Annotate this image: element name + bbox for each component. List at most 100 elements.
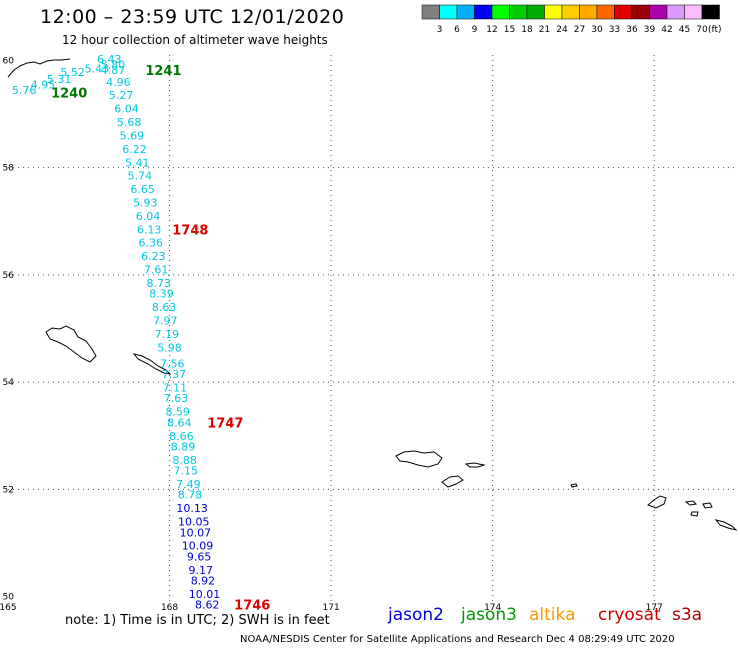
pass-time-labels: 1241 1240 1748 1747 1746: [51, 64, 270, 614]
swh-value: 8.73: [147, 277, 172, 290]
swh-value: 7.56: [160, 357, 185, 370]
map-subtitle: 12 hour collection of altimeter wave hei…: [62, 33, 328, 47]
legend-swatch: [701, 4, 720, 20]
lon-tick-label: 177: [646, 603, 663, 613]
swh-value: 4.87: [101, 64, 126, 77]
swh-value: 7.49: [176, 478, 201, 491]
swh-value: 9.17: [189, 564, 214, 577]
swh-value: 7.11: [163, 381, 188, 394]
legend-label: 6: [454, 25, 460, 35]
island-coastline: [132, 353, 172, 375]
satellite-jason2-label: jason2: [388, 605, 444, 625]
pass-time-label: 1746: [234, 599, 270, 614]
swh-value: 7.15: [173, 465, 198, 478]
pass-time-label: 1240: [51, 87, 87, 102]
swh-value: 6.22: [122, 143, 147, 156]
island-coastline: [441, 475, 464, 488]
swh-value: 8.66: [169, 430, 194, 443]
island-coastline: [714, 519, 738, 531]
wave-height-color-legend: 3 6 9 12 15 18 21 24 27 30 33 36 39 42 45 70 (ft): [421, 4, 722, 35]
swh-value: 8.88: [172, 454, 197, 467]
swh-value: 10.07: [180, 526, 212, 539]
island-coastline: [45, 325, 97, 363]
lon-tick-label: 171: [323, 603, 340, 613]
island-coastline: [464, 462, 486, 468]
alaska-coastline: [7, 58, 71, 78]
swh-value: 8.64: [167, 416, 192, 429]
swh-value: 8.62: [195, 599, 220, 612]
lon-tick-label: 165: [0, 603, 17, 613]
axis-labels: 165 168 171 174 177 60 58 56 54 52 50: [0, 56, 663, 613]
swh-value: 8.92: [191, 575, 216, 588]
footnote: note: 1) Time is in UTC; 2) SWH is in fe…: [65, 613, 330, 628]
island-coastline: [570, 483, 578, 488]
lon-tick-label: 174: [484, 603, 501, 613]
swh-value: 8.78: [178, 489, 203, 502]
legend-unit: (ft): [708, 25, 722, 35]
lat-tick-label: 54: [3, 378, 15, 388]
island-coastline: [702, 502, 713, 509]
swh-value: 6.13: [137, 223, 162, 236]
legend-label: 3: [437, 25, 443, 35]
satellite-jason3-label: jason3: [461, 605, 517, 625]
lat-tick-label: 58: [3, 164, 15, 174]
swh-value: 6.04: [114, 103, 139, 116]
pass-time-label: 1241: [145, 64, 181, 79]
swh-value: 6.65: [130, 183, 155, 196]
island-coastline: [647, 495, 667, 509]
legend-label: 30: [591, 25, 603, 35]
swh-value: 5.93: [133, 196, 158, 209]
island-coastline: [684, 500, 698, 506]
swh-value: 6.43: [97, 53, 122, 66]
lat-tick-label: 50: [3, 593, 15, 603]
legend-label: 39: [644, 25, 656, 35]
legend-label: 24: [556, 25, 568, 35]
swh-value: 9.65: [187, 550, 212, 563]
island-coastline: [395, 450, 443, 468]
legend-label: 18: [521, 25, 533, 35]
swh-value: 5.43: [85, 62, 110, 75]
swh-value: 7.61: [144, 264, 169, 277]
swh-value: 10.01: [189, 588, 221, 601]
swh-value: 8.89: [171, 440, 196, 453]
satellite-cryosat-label: cryosat: [598, 605, 661, 625]
legend-label: 33: [609, 25, 620, 35]
swh-value: 8.59: [165, 406, 190, 419]
swh-value: 10.09: [182, 540, 214, 553]
legend-label: 70: [696, 25, 708, 35]
lat-tick-label: 60: [3, 56, 15, 66]
legend-label: 45: [679, 25, 690, 35]
legend-label: 27: [574, 25, 585, 35]
swh-value: 5.69: [120, 129, 145, 142]
satellite-altika-label: altika: [529, 605, 576, 625]
legend-label: 12: [486, 25, 497, 35]
legend-label: 36: [626, 25, 638, 35]
lon-tick-label: 168: [161, 603, 178, 613]
swh-value: 5.27: [109, 89, 134, 102]
swh-value: 7.63: [164, 392, 189, 405]
swh-value: 5.74: [128, 170, 153, 183]
lat-tick-label: 52: [3, 485, 14, 495]
swh-value: 8.39: [149, 288, 174, 301]
credit-line: NOAA/NESDIS Center for Satellite Applica…: [240, 634, 675, 645]
swh-value: 5.68: [117, 116, 142, 129]
swh-value: 7.97: [153, 314, 178, 327]
swh-value: 5.76: [12, 84, 37, 97]
swh-value: 6.36: [138, 237, 163, 250]
swh-value: 4.95: [31, 78, 56, 91]
swh-value: 8.63: [152, 301, 177, 314]
swh-value: 4.96: [106, 76, 131, 89]
pass-time-label: 1748: [172, 223, 208, 238]
swh-value: 6.04: [136, 210, 161, 223]
swh-value: 10.05: [178, 516, 210, 529]
swh-value: 5.52: [60, 66, 85, 79]
swh-value: 5.98: [157, 341, 182, 354]
swh-value: 10.13: [176, 502, 208, 515]
coastline-layer: [7, 58, 738, 531]
map-title: 12:00 – 23:59 UTC 12/01/2020: [40, 6, 345, 28]
legend-label: 21: [539, 25, 550, 35]
swh-value: 6.23: [141, 250, 166, 263]
pass-time-label: 1747: [207, 416, 243, 431]
satellite-s3a-label: s3a: [672, 605, 703, 625]
